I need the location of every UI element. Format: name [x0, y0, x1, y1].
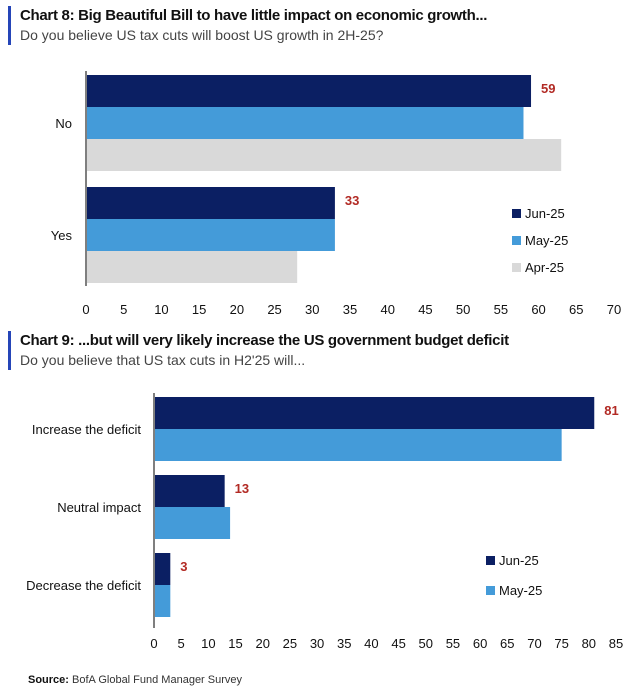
x-tick-label: 65 [500, 636, 514, 651]
data-label: 3 [180, 559, 187, 574]
x-tick-label: 5 [178, 636, 185, 651]
x-tick-label: 60 [531, 302, 545, 317]
bar-jun-25 [155, 397, 595, 429]
legend-swatch-may-25 [486, 586, 495, 595]
source-text: BofA Global Fund Manager Survey [72, 674, 243, 686]
chart8-title: Chart 8: Big Beautiful Bill to have litt… [20, 7, 488, 24]
x-tick-label: 0 [150, 636, 157, 651]
category-label: Decrease the deficit [26, 578, 141, 593]
chart9-header: Chart 9: ...but will very likely increas… [8, 331, 509, 370]
data-label: 81 [604, 403, 618, 418]
legend-swatch-apr-25 [512, 263, 521, 272]
chart8-subtitle: Do you believe US tax cuts will boost US… [20, 27, 384, 43]
x-tick-label: 30 [305, 302, 319, 317]
x-tick-label: 20 [255, 636, 269, 651]
chart9-plot: 0 5 10 15 20 25 30 35 40 45 50 55 60 65 70 75 80 85 Increa… [26, 393, 623, 651]
x-tick-label: 50 [419, 636, 433, 651]
x-tick-label: 55 [494, 302, 508, 317]
x-tick-label: 0 [82, 302, 89, 317]
chart8-header: Chart 8: Big Beautiful Bill to have litt… [8, 6, 487, 45]
legend-label: Apr-25 [525, 260, 564, 275]
bar-may-25 [155, 429, 562, 461]
legend-label: May-25 [525, 233, 568, 248]
x-tick-label: 55 [446, 636, 460, 651]
bar-may-25 [87, 107, 524, 139]
chart8-plot: 0 5 10 15 20 25 30 35 40 45 50 55 60 65 70 No 59 Yes 33 Jun… [51, 71, 621, 317]
x-tick-label: 25 [283, 636, 297, 651]
x-tick-label: 85 [609, 636, 623, 651]
x-tick-label: 60 [473, 636, 487, 651]
x-tick-label: 15 [192, 302, 206, 317]
x-tick-label: 75 [554, 636, 568, 651]
x-tick-label: 45 [391, 636, 405, 651]
bar-jun-25 [87, 75, 532, 107]
x-tick-label: 5 [120, 302, 127, 317]
category-label: Increase the deficit [32, 422, 142, 437]
legend-label: May-25 [499, 583, 542, 598]
bar-may-25 [87, 219, 335, 251]
x-tick-label: 70 [607, 302, 621, 317]
x-tick-label: 45 [418, 302, 432, 317]
legend-label: Jun-25 [499, 553, 539, 568]
category-label: No [55, 116, 72, 131]
category-label: Neutral impact [57, 500, 141, 515]
chart9-subtitle: Do you believe that US tax cuts in H2'25… [20, 352, 306, 368]
legend-swatch-may-25 [512, 236, 521, 245]
data-label: 59 [541, 81, 555, 96]
bar-may-25 [155, 507, 231, 539]
x-tick-label: 20 [230, 302, 244, 317]
bar-apr-25 [87, 251, 298, 283]
bar-jun-25 [155, 553, 171, 585]
bar-apr-25 [87, 139, 562, 171]
x-tick-label: 10 [201, 636, 215, 651]
legend-swatch-jun-25 [512, 209, 521, 218]
x-tick-label: 40 [380, 302, 394, 317]
x-tick-label: 65 [569, 302, 583, 317]
category-label: Yes [51, 228, 73, 243]
bar-jun-25 [87, 187, 335, 219]
chart9-title: Chart 9: ...but will very likely increas… [20, 332, 509, 349]
x-tick-label: 25 [267, 302, 281, 317]
data-label: 33 [345, 193, 359, 208]
bar-jun-25 [155, 475, 225, 507]
x-tick-label: 80 [582, 636, 596, 651]
legend-swatch-jun-25 [486, 556, 495, 565]
legend-label: Jun-25 [525, 206, 565, 221]
x-tick-label: 30 [310, 636, 324, 651]
source-label: Source: [28, 674, 69, 686]
x-tick-label: 35 [337, 636, 351, 651]
x-tick-label: 70 [527, 636, 541, 651]
x-tick-label: 35 [343, 302, 357, 317]
data-label: 13 [235, 481, 249, 496]
source-note: Source: BofA Global Fund Manager Survey [28, 674, 242, 686]
bar-may-25 [155, 585, 171, 617]
x-tick-label: 15 [228, 636, 242, 651]
x-tick-label: 40 [364, 636, 378, 651]
x-tick-label: 50 [456, 302, 470, 317]
x-tick-label: 10 [154, 302, 168, 317]
